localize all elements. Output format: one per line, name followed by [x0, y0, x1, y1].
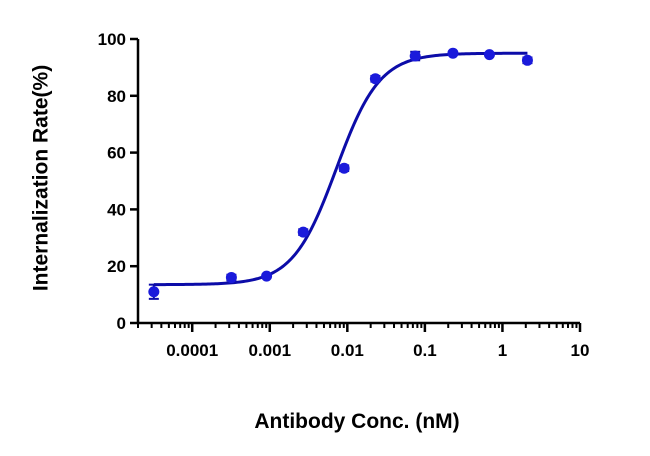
x-axis-title: Antibody Conc. (nM) [254, 410, 459, 433]
data-point [297, 226, 309, 238]
x-tick-label: 0.01 [331, 341, 364, 360]
data-point [261, 270, 273, 282]
x-tick-label: 10 [571, 341, 590, 360]
axes [136, 39, 580, 325]
y-tick-label: 0 [117, 314, 126, 333]
x-tick-label: 0.1 [413, 341, 437, 360]
y-tick-label: 40 [107, 200, 126, 219]
x-tick-label: 1 [498, 341, 507, 360]
x-tick-label: 0.0001 [166, 341, 218, 360]
fit-curve-line [153, 51, 528, 287]
data-point [447, 47, 459, 59]
data-point [225, 272, 237, 284]
y-tick-label: 60 [107, 144, 126, 163]
data-point [369, 73, 381, 85]
y-tick-label: 80 [107, 87, 126, 106]
data-point [409, 50, 421, 62]
x-axis-ticks: 0.0001 0.001 0.01 0.1 1 10 [137, 323, 590, 360]
fit-curve-layer [153, 51, 528, 287]
x-tick-label: 0.001 [248, 341, 291, 360]
y-axis-ticks: 0 20 40 60 80 100 [98, 30, 138, 333]
data-point [521, 54, 533, 66]
y-tick-label: 20 [107, 257, 126, 276]
data-points-layer [148, 47, 533, 300]
y-tick-label: 100 [98, 30, 126, 49]
data-point [338, 162, 350, 174]
data-point [483, 49, 495, 61]
y-axis-title: Internalization Rate(%) [30, 65, 53, 291]
data-point [148, 286, 160, 298]
